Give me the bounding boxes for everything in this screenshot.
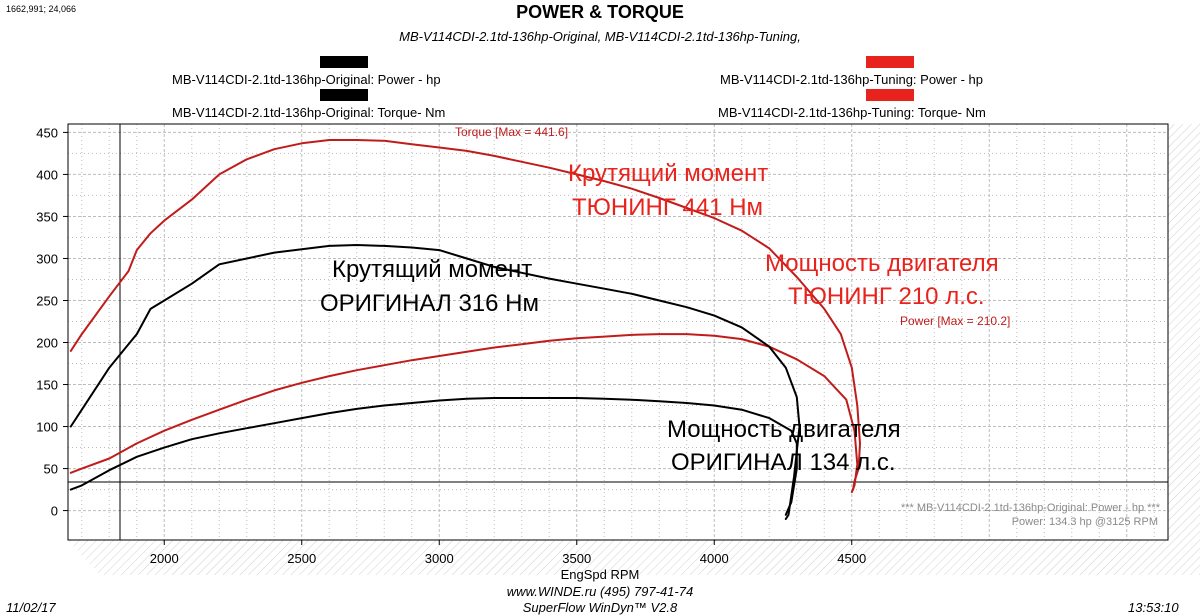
chart-subtitle: MB-V114CDI-2.1td-136hp-Original, MB-V114… bbox=[399, 29, 801, 44]
y-tick-label: 400 bbox=[36, 167, 58, 182]
legend-tuning-torque: MB-V114CDI-2.1td-136hp-Tuning: Torque- N… bbox=[718, 105, 986, 120]
tuning-power-caption-line1: Мощность двигателя bbox=[765, 250, 999, 277]
tuning-torque-caption-line1: Крутящий момент bbox=[568, 160, 769, 187]
tuning-torque-line bbox=[69, 139, 861, 491]
axis-ticks: 0 50 100 150 200 250 300 350 400 450 2000 2500 3000 3… bbox=[36, 125, 866, 566]
legend-swatch-tuning-power bbox=[866, 56, 914, 68]
x-axis-label: EngSpd RPM bbox=[560, 567, 640, 582]
footer-date: 11/02/17 bbox=[6, 600, 56, 615]
original-power-caption-line2: ОРИГИНАЛ 134 л.с. bbox=[671, 449, 896, 476]
y-tick-label: 300 bbox=[36, 251, 58, 266]
y-tick-label: 0 bbox=[51, 504, 58, 519]
legend-original-power: MB-V114CDI-2.1td-136hp-Original: Power -… bbox=[172, 72, 441, 87]
plot-frame bbox=[67, 123, 1169, 541]
cursor-readout-title: *** MB-V114CDI-2.1td-136hp-Original: Pow… bbox=[900, 502, 1160, 514]
grid bbox=[68, 124, 1168, 540]
legend-swatch-tuning-torque bbox=[866, 89, 914, 101]
original-torque-caption-line1: Крутящий момент bbox=[332, 256, 533, 283]
tuning-power-caption-line2: ТЮНИНГ 210 л.с. bbox=[788, 283, 985, 310]
cursor-coordinates: 1662,991; 24,066 bbox=[6, 4, 77, 14]
legend-swatch-original-torque bbox=[320, 89, 368, 101]
plot-depth-bottom bbox=[68, 540, 1200, 575]
footer-website: www.WINDE.ru (495) 797-41-74 bbox=[506, 584, 694, 599]
y-tick-label: 350 bbox=[36, 209, 58, 224]
original-power-line bbox=[69, 397, 798, 516]
footer-software: SuperFlow WinDyn™ V2.8 bbox=[522, 600, 678, 615]
x-tick-label: 2000 bbox=[150, 551, 179, 566]
legend-swatch-original-power bbox=[320, 56, 368, 68]
legend-tuning-power: MB-V114CDI-2.1td-136hp-Tuning: Power - h… bbox=[720, 72, 984, 87]
plot-depth-right bbox=[1168, 124, 1200, 575]
y-tick-label: 150 bbox=[36, 378, 58, 393]
y-tick-label: 450 bbox=[36, 125, 58, 140]
y-tick-label: 250 bbox=[36, 293, 58, 308]
footer-time: 13:53:10 bbox=[1128, 600, 1179, 615]
x-tick-label: 4000 bbox=[700, 551, 729, 566]
original-power-caption-line1: Мощность двигателя bbox=[667, 416, 901, 443]
y-tick-label: 200 bbox=[36, 336, 58, 351]
original-torque-line bbox=[69, 244, 801, 520]
tuning-torque-caption-line2: ТЮНИНГ 441 Нм bbox=[572, 194, 764, 221]
cursor-readout-value: Power: 134.3 hp @3125 RPM bbox=[1011, 516, 1158, 528]
y-tick-label: 50 bbox=[44, 462, 58, 477]
legend-original-torque: MB-V114CDI-2.1td-136hp-Original: Torque-… bbox=[172, 105, 446, 120]
x-tick-label: 2500 bbox=[287, 551, 316, 566]
tuning-power-max-label: Power [Max = 210.2] bbox=[900, 314, 1011, 328]
original-torque-caption-line2: ОРИГИНАЛ 316 Нм bbox=[320, 290, 539, 317]
y-tick-label: 100 bbox=[36, 420, 58, 435]
x-tick-label: 4500 bbox=[837, 551, 866, 566]
series bbox=[69, 139, 861, 520]
x-tick-label: 3000 bbox=[425, 551, 454, 566]
chart-title: POWER & TORQUE bbox=[516, 2, 684, 22]
x-tick-label: 3500 bbox=[562, 551, 591, 566]
tuning-power-line bbox=[69, 333, 859, 494]
tuning-torque-max-label: Torque [Max = 441.6] bbox=[455, 125, 569, 139]
